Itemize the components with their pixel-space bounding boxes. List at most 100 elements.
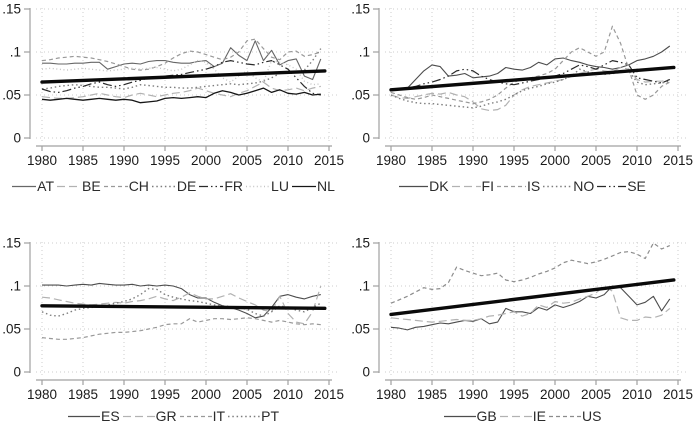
y-tick-label: 0 (362, 365, 370, 380)
legend-line-sample-dk (399, 185, 429, 188)
x-tick-label: 1980 (376, 387, 406, 402)
legend-label-nl: NL (316, 178, 335, 194)
legend-top-left: AT BE CH DE FR LU NL (0, 179, 348, 193)
legend-line-sample-fi (451, 185, 481, 188)
x-tick-label: 2010 (273, 153, 303, 168)
legend-line-sample-lu (246, 185, 271, 188)
legend-label-lu: LU (271, 178, 289, 194)
x-tick-label: 1995 (499, 387, 529, 402)
legend-line-sample-it (179, 415, 212, 418)
legend-line-sample-nl (291, 185, 316, 188)
legend-line-sample-es (67, 415, 100, 418)
y-tick-label: 0 (13, 131, 21, 146)
x-tick-label: 1980 (27, 153, 57, 168)
legend-label-no: NO (573, 178, 595, 194)
legend-bottom-right: GB IE US (349, 409, 697, 423)
x-tick-label: 1990 (458, 387, 488, 402)
series-line-nl (41, 87, 321, 104)
legend-item-nl: NL (291, 178, 336, 194)
legend-item-no: NO (543, 179, 595, 193)
legend-label-is: IS (526, 178, 541, 194)
legend-item-dk: DK (399, 179, 449, 193)
y-tick-label: .05 (2, 322, 21, 337)
y-tick-label: .05 (2, 88, 21, 103)
legend-label-ch: CH (128, 178, 149, 194)
x-tick-label: 1990 (109, 153, 139, 168)
y-tick-label: .05 (351, 88, 370, 103)
chart-panel-bottom-left: 0 .05 .1 .15 1980 1985 1990 1995 2000 2005 2010 201… (0, 217, 348, 433)
y-tick-label: .15 (2, 2, 21, 17)
legend-item-it: IT (179, 408, 226, 424)
series-line-ie (390, 285, 671, 323)
x-tick-label: 1995 (150, 387, 180, 402)
x-tick-label: 2005 (232, 387, 262, 402)
legend-label-pt: PT (261, 408, 280, 424)
legend-line-sample-us (549, 415, 581, 418)
x-tick-label: 2000 (191, 387, 221, 402)
legend-label-fr: FR (224, 178, 244, 194)
series-line-us (390, 242, 671, 304)
series-line-no (390, 68, 670, 109)
x-tick-label: 2005 (581, 387, 611, 402)
legend-line-sample-pt (228, 415, 261, 418)
x-tick-label: 1995 (499, 153, 529, 168)
y-tick-label: .15 (351, 2, 370, 17)
legend-line-sample-no (543, 185, 573, 188)
series-line-at (42, 40, 322, 81)
series-line-it (41, 317, 321, 340)
legend-label-ie: IE (532, 408, 546, 424)
legend-line-sample-ch (103, 185, 128, 188)
series-line-se (390, 59, 671, 92)
x-tick-label: 2010 (273, 387, 303, 402)
legend-item-be: BE (57, 179, 102, 193)
series-line-gb (390, 285, 671, 331)
plot-area-top-right: 0 .05 .1 .15 1980 1985 1990 1995 2000 2005 2010 201… (351, 2, 693, 169)
legend-label-it: IT (212, 408, 226, 424)
x-tick-label: 2000 (540, 387, 570, 402)
plot-area-bottom-left: 0 .05 .1 .15 1980 1985 1990 1995 2000 2005 2010 201… (2, 236, 344, 403)
legend-line-sample-de (151, 185, 176, 188)
x-tick-label: 2015 (663, 387, 693, 402)
legend-line-sample-ie (499, 415, 532, 418)
trend-line (389, 278, 676, 317)
series-line-es (42, 282, 321, 319)
legend-label-at: AT (37, 178, 54, 194)
legend-item-es: ES (67, 408, 121, 424)
legend-label-es: ES (100, 408, 120, 424)
x-tick-label: 1985 (417, 153, 447, 168)
plot-area-top-left: 0 .05 .1 .15 1980 1985 1990 1995 2000 2005 2010 201… (2, 2, 344, 169)
legend-item-pt: PT (228, 409, 280, 423)
legend-line-sample-be (57, 185, 81, 188)
x-tick-label: 1985 (417, 387, 447, 402)
y-tick-label: .15 (351, 236, 370, 251)
y-tick-label: .1 (359, 279, 370, 294)
trend-line (389, 65, 676, 92)
legend-item-us: US (549, 409, 602, 423)
legend-label-gr: GR (155, 408, 177, 424)
y-tick-label: 0 (13, 365, 21, 380)
chart-panel-bottom-right: 0 .05 .1 .15 1980 1985 1990 1995 2000 2005 2010 201… (349, 217, 697, 433)
legend-line-sample-at (12, 185, 37, 188)
legend-item-gr: GR (122, 408, 178, 424)
series-line-dk (390, 45, 671, 92)
x-tick-label: 2010 (622, 387, 652, 402)
x-tick-label: 1990 (109, 387, 139, 402)
x-tick-label: 2005 (232, 153, 262, 168)
legend-line-sample-gb (443, 415, 476, 418)
legend-item-is: IS (496, 178, 541, 194)
x-tick-label: 1995 (150, 153, 180, 168)
trend-line (40, 304, 327, 311)
plot-area-bottom-right: 0 .05 .1 .15 1980 1985 1990 1995 2000 2005 2010 201… (351, 236, 693, 403)
legend-line-sample-fr (199, 185, 224, 188)
legend-item-ch: CH (103, 178, 150, 194)
y-tick-label: .1 (359, 45, 370, 60)
legend-label-us: US (582, 408, 602, 424)
x-tick-label: 2015 (314, 153, 344, 168)
series-line-be (41, 81, 321, 100)
x-tick-label: 2000 (191, 153, 221, 168)
legend-item-se: SE (597, 179, 647, 193)
legend-line-sample-gr (122, 415, 155, 418)
x-tick-label: 1985 (68, 153, 98, 168)
x-tick-label: 2015 (663, 153, 693, 168)
x-tick-label: 2005 (581, 153, 611, 168)
